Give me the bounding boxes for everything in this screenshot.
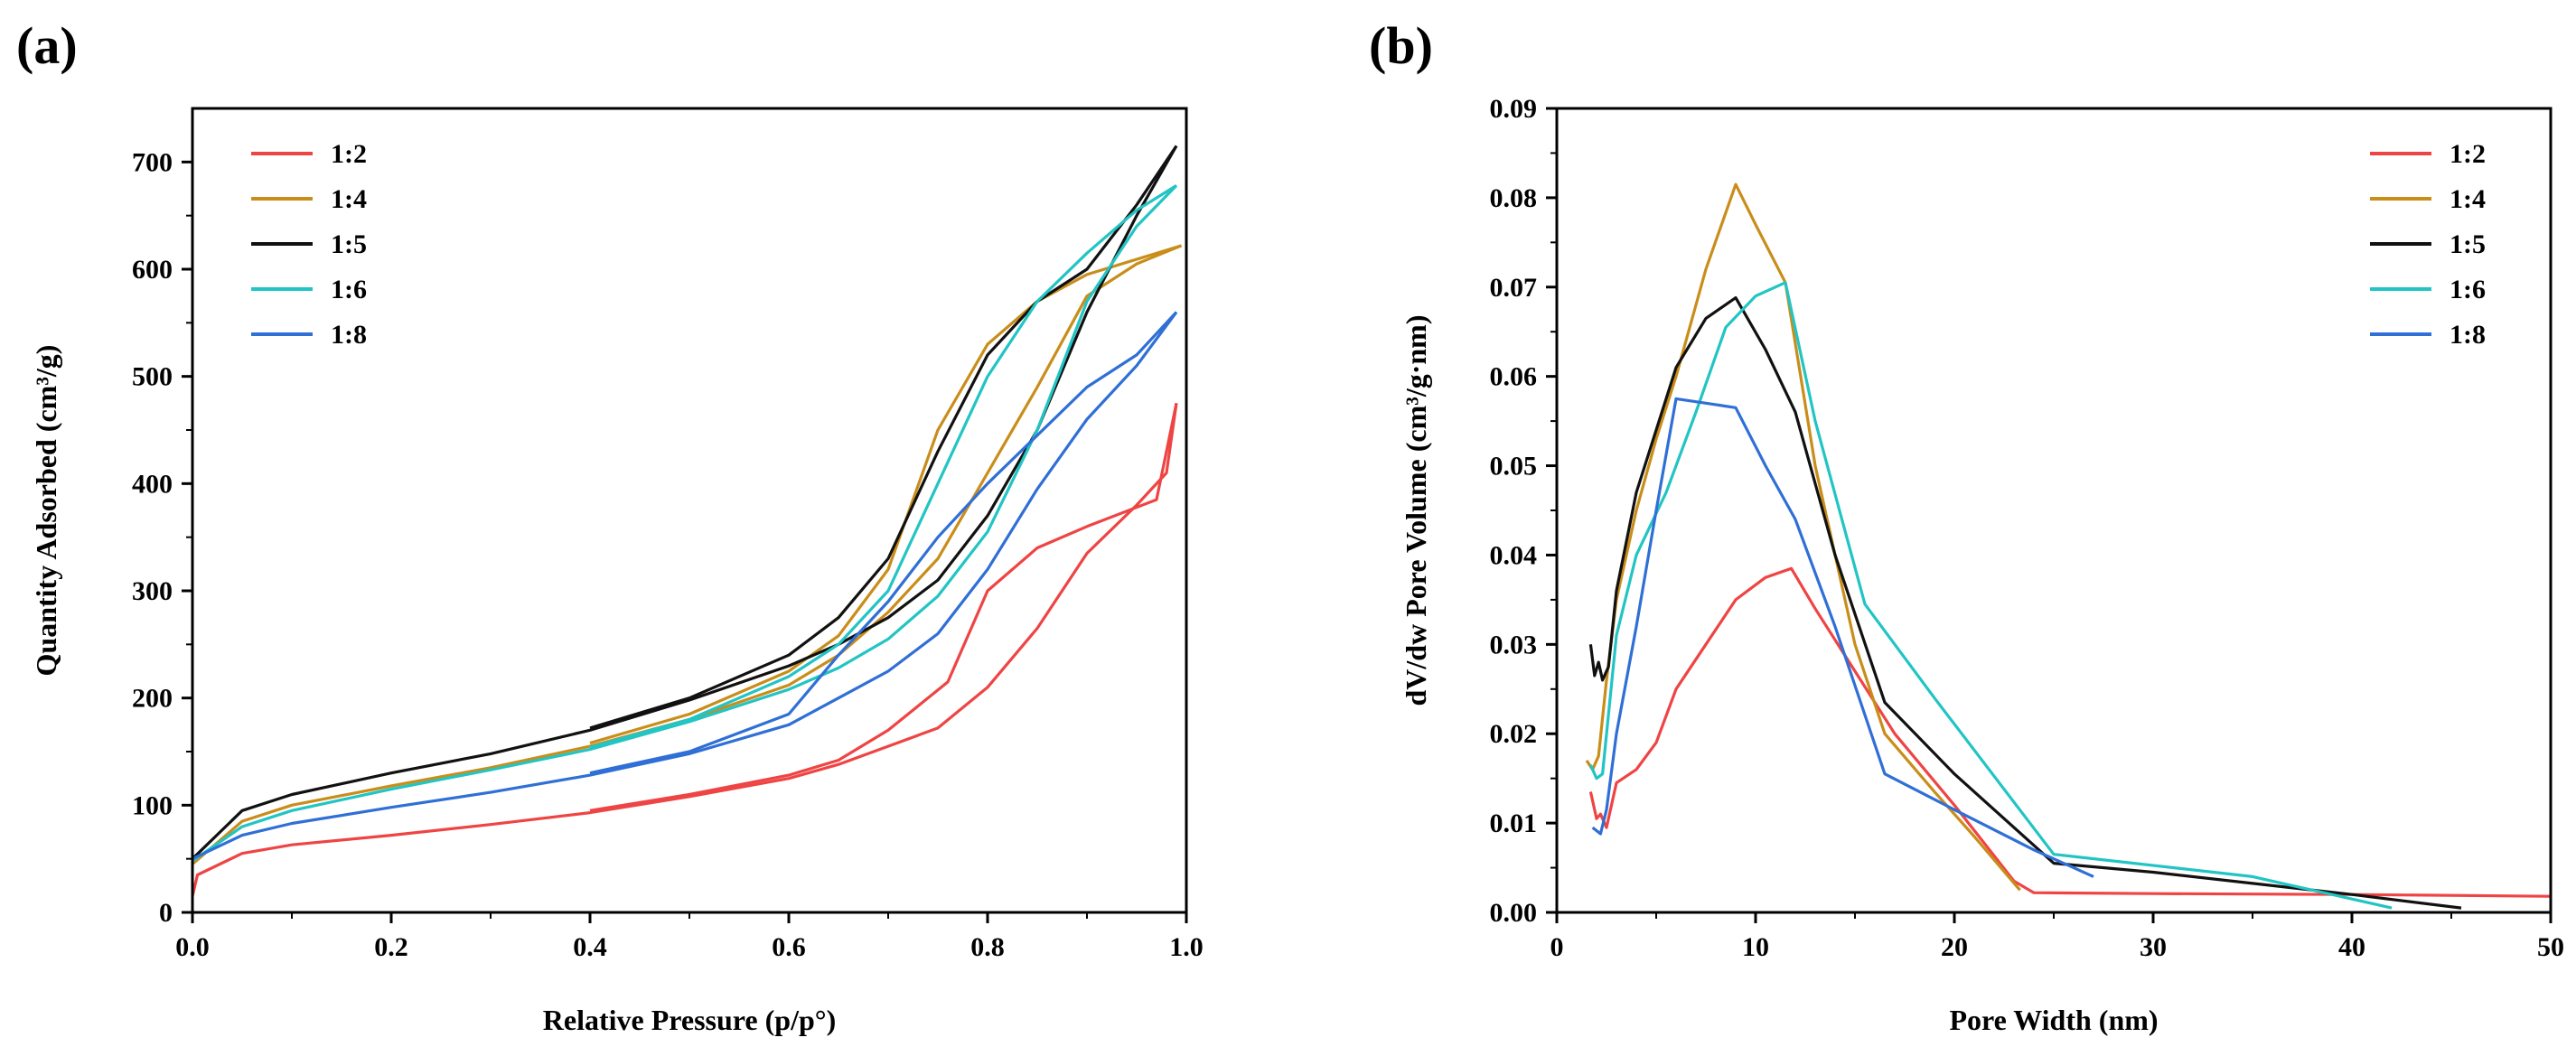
isotherm-y-tick-label: 600	[132, 255, 173, 285]
pore-size-chart-panel: (b) 0 10 20 30 40 500.000.010.020.030.040.050…	[1369, 16, 2564, 1036]
panel-label-a: (a)	[16, 16, 78, 75]
isotherm-y-tick-label: 0	[159, 898, 173, 928]
isotherm-legend-label-1-4: 1:4	[331, 184, 367, 214]
isotherm-series-1-8-desorption	[589, 311, 1178, 775]
pore-size-legend-label-1-6: 1:6	[2450, 275, 2486, 304]
pore-size-y-tick-label: 0.04	[1490, 540, 1538, 570]
pore-size-plot-frame	[1555, 107, 2553, 914]
pore-size-legend-label-1-4: 1:4	[2450, 184, 2486, 214]
isotherm-x-axis-title: Relative Pressure (p/p°)	[543, 1004, 836, 1036]
pore-size-x-tick-label: 50	[2537, 932, 2564, 962]
isotherm-x-tick-label: 0.4	[573, 932, 607, 962]
isotherm-series-1-8-adsorption	[192, 311, 1178, 861]
pore-size-y-tick-label: 0.07	[1490, 273, 1538, 303]
pore-size-plot-area	[1585, 182, 2552, 910]
pore-size-series-1-5-curve	[1588, 296, 2462, 910]
isotherm-axis-ticks: 0.0 0.2 0.4 0.6 0.8 1.0 0 100 200 300 400 500 600 700	[132, 147, 1204, 962]
pore-size-y-tick-label: 0.06	[1490, 362, 1538, 392]
pore-size-x-tick-label: 30	[2140, 932, 2167, 962]
pore-size-series-1-4-curve	[1585, 182, 2021, 892]
isotherm-y-axis-title: Quantity Adsorbed (cm³/g)	[30, 345, 62, 677]
pore-size-axis-ticks: 0 10 20 30 40 50 0.00 0.01 0.02 0.03 0.04 0.05 0.06 0…	[1490, 94, 2565, 962]
isotherm-series-1-2-adsorption	[191, 403, 1178, 897]
isotherm-y-tick-label: 400	[132, 469, 173, 499]
isotherm-series-1-6-adsorption	[192, 184, 1178, 863]
isotherm-series-1-5-adsorption	[191, 145, 1178, 860]
pore-size-legend-label-1-8: 1:8	[2450, 320, 2486, 350]
isotherm-legend-label-1-8: 1:8	[331, 320, 367, 350]
isotherm-y-tick-label: 100	[132, 790, 173, 820]
pore-size-legend-label-1-5: 1:5	[2450, 229, 2486, 259]
isotherm-series-1-4-adsorption	[191, 244, 1183, 865]
isotherm-y-tick-label: 500	[132, 362, 173, 392]
isotherm-y-tick-label: 700	[132, 147, 173, 177]
isotherm-series-1-4-desorption	[589, 244, 1182, 745]
pore-size-series-1-2-curve	[1588, 566, 2552, 898]
pore-size-legend-label-1-2: 1:2	[2450, 139, 2486, 169]
isotherm-legend-label-1-5: 1:5	[331, 229, 367, 259]
pore-size-y-tick-label: 0.09	[1490, 94, 1538, 124]
isotherm-x-tick-label: 0.8	[970, 932, 1005, 962]
pore-size-y-axis-title: dV/dw Pore Volume (cm³/g·nm)	[1400, 315, 1432, 706]
isotherm-x-tick-label: 0.0	[175, 932, 210, 962]
pore-size-y-tick-label: 0.02	[1490, 719, 1538, 749]
isotherm-x-tick-label: 1.0	[1169, 932, 1204, 962]
pore-size-y-tick-label: 0.05	[1490, 452, 1538, 481]
pore-size-y-tick-label: 0.03	[1490, 630, 1538, 659]
isotherm-legend-label-1-2: 1:2	[331, 139, 367, 169]
isotherm-x-tick-label: 0.6	[772, 932, 806, 962]
pore-size-legend: 1:2 1:4 1:5 1:6 1:8	[2370, 139, 2486, 350]
pore-size-x-tick-label: 0	[1550, 932, 1564, 962]
pore-size-series-1-6-curve	[1588, 281, 2393, 910]
isotherm-y-tick-label: 200	[132, 684, 173, 714]
panel-label-b: (b)	[1369, 16, 1433, 75]
isotherm-legend-label-1-6: 1:6	[331, 275, 367, 304]
pore-size-x-axis-title: Pore Width (nm)	[1949, 1004, 2158, 1036]
isotherm-y-tick-label: 300	[132, 576, 173, 606]
pore-size-y-tick-label: 0.00	[1490, 898, 1538, 928]
isotherm-series-1-5-desorption	[589, 145, 1178, 730]
isotherm-legend: 1:2 1:4 1:5 1:6 1:8	[251, 139, 367, 350]
pore-size-y-tick-label: 0.08	[1490, 183, 1538, 213]
pore-size-x-tick-label: 10	[1742, 932, 1769, 962]
pore-size-series-1-8-curve	[1591, 397, 2094, 878]
isotherm-series-1-2-desorption	[589, 402, 1178, 812]
pore-size-y-tick-label: 0.01	[1490, 809, 1538, 838]
isotherm-chart-panel: (a) 0.0 0.2 0.4 0.6 0.8 1.0 0 100 200 300 400 500 60…	[16, 16, 1204, 1036]
isotherm-series-1-6-desorption	[589, 184, 1177, 749]
isotherm-plot-area	[191, 145, 1183, 897]
pore-size-x-tick-label: 20	[1941, 932, 1968, 962]
pore-size-x-tick-label: 40	[2338, 932, 2365, 962]
isotherm-x-tick-label: 0.2	[374, 932, 408, 962]
